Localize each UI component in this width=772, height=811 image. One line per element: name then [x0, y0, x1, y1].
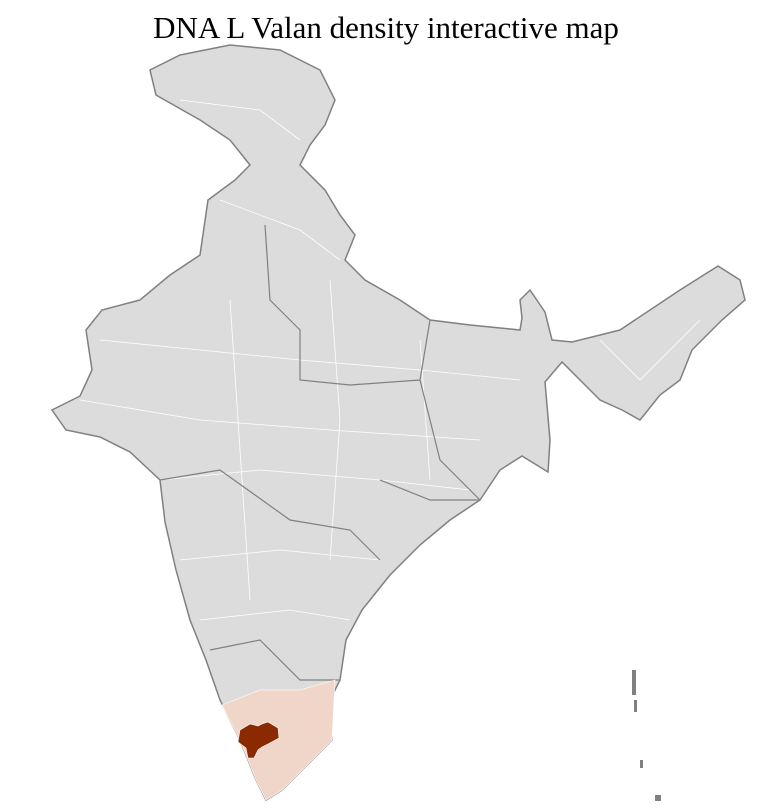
andaman-islands: [632, 670, 661, 801]
region-low-density[interactable]: [221, 679, 336, 801]
map-title: DNA L Valan density interactive map: [153, 10, 619, 45]
state-borders: [159, 224, 481, 681]
region-high-density[interactable]: [237, 721, 280, 759]
india-outline[interactable]: [50, 44, 746, 802]
